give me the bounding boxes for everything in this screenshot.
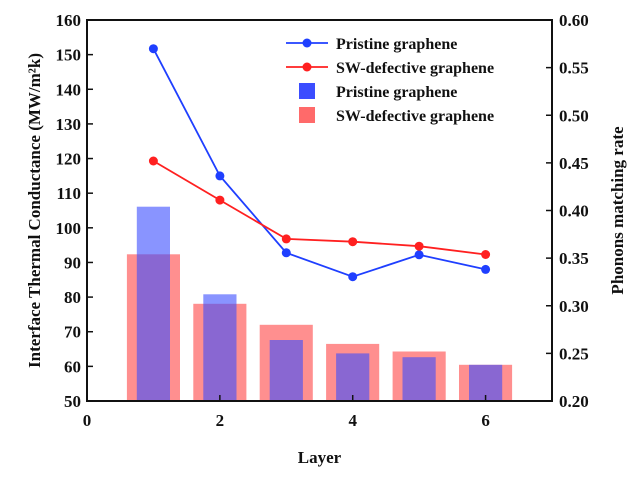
y-left-tick-label: 160: [56, 11, 82, 30]
x-tick-label: 0: [83, 411, 92, 430]
y-left-tick-label: 150: [56, 46, 82, 65]
y-right-tick-label: 0.25: [559, 344, 589, 363]
lines-layer: [148, 44, 491, 282]
line-sw-defective: [152, 160, 486, 256]
point-sw-defective-layer-4: [348, 237, 358, 247]
bar-pristine-layer-2: [203, 294, 237, 401]
y-right-tick-label: 0.60: [559, 11, 589, 30]
y-left-tick-label: 90: [64, 253, 81, 272]
y-right-tick-label: 0.20: [559, 392, 589, 411]
point-pristine-layer-1: [148, 44, 158, 54]
bar-pristine-layer-6: [469, 364, 503, 401]
point-sw-defective-layer-2: [215, 195, 225, 205]
x-tick-label: 4: [348, 411, 357, 430]
bar-pristine-layer-3: [269, 340, 303, 401]
bars-layer: [126, 206, 513, 401]
y-left-tick-label: 60: [64, 357, 81, 376]
y-right-tick-label: 0.40: [559, 202, 589, 221]
bar-pristine-layer-4: [336, 353, 370, 401]
y-left-tick-label: 70: [64, 323, 81, 342]
point-sw-defective-layer-3: [281, 234, 291, 244]
legend-bar-sw-defective-label: SW-defective graphene: [336, 108, 494, 125]
x-axis-title: Layer: [298, 448, 342, 467]
legend-line-pristine-label: Pristine graphene: [336, 36, 457, 53]
y-left-axis-title: Interface Thermal Conductance (MW/m²k): [25, 53, 44, 368]
legend-line-pristine-marker: [302, 38, 312, 48]
legend: Pristine graphene SW-defective graphene Pr…: [286, 36, 494, 125]
legend-line-sw-defective-marker: [302, 62, 312, 72]
point-pristine-layer-5: [414, 250, 424, 260]
y-left-tick-label: 120: [56, 150, 82, 169]
y-left-tick-label: 130: [56, 115, 82, 134]
x-tick-label: 2: [216, 411, 225, 430]
point-sw-defective-layer-5: [414, 241, 424, 251]
point-pristine-layer-3: [281, 248, 291, 258]
axes-layer: 50607080901001101201301401501600.200.250…: [25, 11, 627, 467]
legend-line-sw-defective-label: SW-defective graphene: [336, 60, 494, 77]
y-right-tick-label: 0.30: [559, 297, 589, 316]
legend-bar-pristine-label: Pristine graphene: [336, 84, 457, 101]
bar-pristine-layer-1: [136, 206, 170, 401]
y-right-tick-label: 0.35: [559, 249, 589, 268]
legend-bar-pristine-swatch: [299, 83, 315, 99]
point-sw-defective-layer-6: [481, 250, 491, 259]
y-right-axis-title: Phonons matching rate: [608, 126, 627, 295]
y-right-tick-label: 0.45: [559, 154, 589, 173]
y-left-tick-label: 80: [64, 288, 81, 307]
y-right-tick-label: 0.55: [559, 59, 589, 78]
point-pristine-layer-2: [215, 171, 225, 181]
point-sw-defective-layer-1: [148, 156, 158, 166]
bar-pristine-layer-5: [402, 357, 436, 401]
point-pristine-layer-6: [481, 264, 491, 274]
y-left-tick-label: 140: [56, 80, 82, 99]
y-left-tick-label: 50: [64, 392, 81, 411]
y-right-tick-label: 0.50: [559, 106, 589, 125]
line-pristine: [152, 48, 486, 278]
y-left-tick-label: 100: [56, 219, 82, 238]
legend-bar-sw-defective-swatch: [299, 107, 315, 123]
y-left-tick-label: 110: [56, 184, 81, 203]
point-pristine-layer-4: [348, 272, 358, 282]
x-tick-label: 6: [481, 411, 490, 430]
